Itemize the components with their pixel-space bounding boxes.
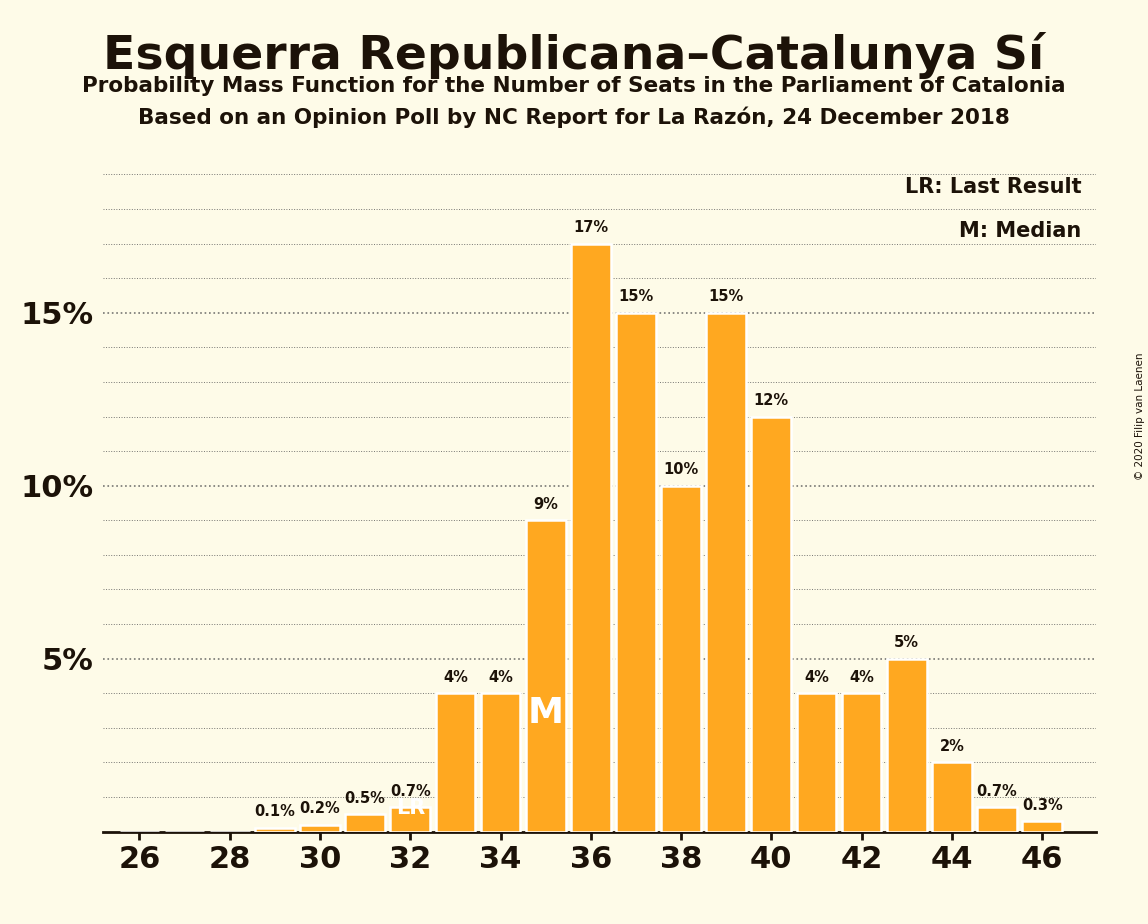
Bar: [797, 693, 837, 832]
Text: 12%: 12%: [754, 393, 789, 407]
Text: 4%: 4%: [488, 670, 513, 685]
Bar: [616, 312, 656, 832]
Bar: [1023, 821, 1062, 832]
Text: 0.7%: 0.7%: [390, 784, 430, 798]
Bar: [706, 312, 746, 832]
Text: 4%: 4%: [443, 670, 468, 685]
Text: 4%: 4%: [804, 670, 829, 685]
Text: 5%: 5%: [894, 635, 920, 650]
Bar: [300, 825, 340, 832]
Text: 17%: 17%: [573, 220, 608, 235]
Text: Probability Mass Function for the Number of Seats in the Parliament of Catalonia: Probability Mass Function for the Number…: [83, 76, 1065, 96]
Bar: [255, 828, 295, 832]
Bar: [661, 486, 701, 832]
Text: 10%: 10%: [664, 462, 699, 477]
Text: © 2020 Filip van Laenen: © 2020 Filip van Laenen: [1135, 352, 1145, 480]
Text: 15%: 15%: [619, 289, 653, 304]
Bar: [390, 808, 430, 832]
Text: LR: Last Result: LR: Last Result: [905, 177, 1081, 198]
Bar: [841, 693, 882, 832]
Bar: [932, 762, 971, 832]
Bar: [435, 693, 475, 832]
Text: 0.3%: 0.3%: [1022, 797, 1063, 812]
Text: 0.5%: 0.5%: [344, 791, 386, 806]
Text: 9%: 9%: [533, 496, 558, 512]
Bar: [752, 417, 791, 832]
Bar: [571, 244, 611, 832]
Text: 2%: 2%: [939, 739, 964, 754]
Bar: [977, 808, 1017, 832]
Text: 4%: 4%: [850, 670, 874, 685]
Text: Esquerra Republicana–Catalunya Sí: Esquerra Republicana–Catalunya Sí: [103, 32, 1045, 79]
Text: 0.7%: 0.7%: [977, 784, 1017, 798]
Text: 0.1%: 0.1%: [255, 805, 295, 820]
Text: 15%: 15%: [708, 289, 744, 304]
Bar: [481, 693, 520, 832]
Text: LR: LR: [396, 797, 425, 818]
Bar: [346, 814, 385, 832]
Text: 0.2%: 0.2%: [300, 801, 340, 816]
Bar: [526, 520, 566, 832]
Text: M: M: [528, 697, 564, 730]
Text: M: Median: M: Median: [960, 221, 1081, 241]
Text: Based on an Opinion Poll by NC Report for La Razón, 24 December 2018: Based on an Opinion Poll by NC Report fo…: [138, 106, 1010, 128]
Bar: [887, 659, 926, 832]
